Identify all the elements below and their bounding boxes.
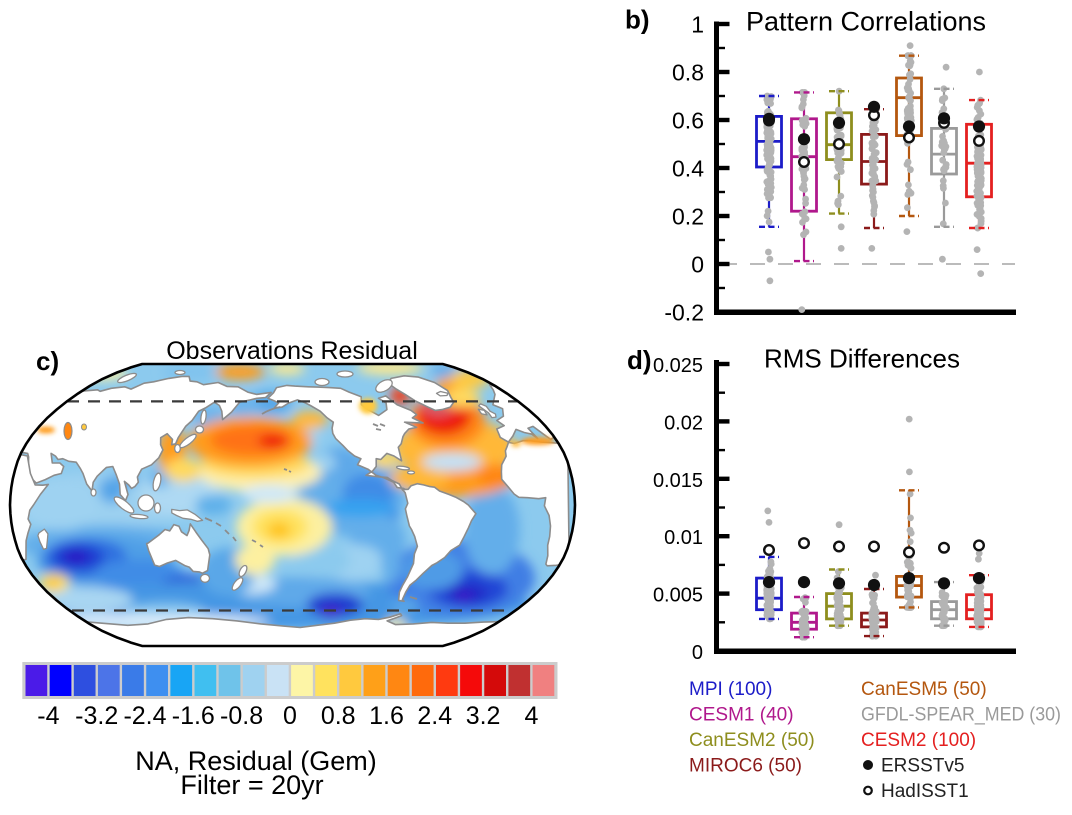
svg-text:GFDL-SPEAR_MED (30): GFDL-SPEAR_MED (30)	[861, 705, 1061, 726]
svg-text:0: 0	[691, 252, 704, 278]
svg-text:CESM1 (40): CESM1 (40)	[689, 705, 794, 726]
svg-text:3.2: 3.2	[466, 702, 501, 730]
svg-text:0.8: 0.8	[321, 702, 356, 730]
svg-text:0.025: 0.025	[653, 355, 703, 377]
svg-text:1.6: 1.6	[369, 702, 404, 730]
svg-text:0.4: 0.4	[672, 156, 704, 182]
svg-text:HadISST1: HadISST1	[881, 781, 969, 802]
svg-text:0.02: 0.02	[664, 412, 703, 434]
svg-text:0.01: 0.01	[664, 527, 703, 549]
svg-text:CanESM2 (50): CanESM2 (50)	[689, 730, 815, 751]
svg-text:Filter = 20yr: Filter = 20yr	[180, 770, 323, 800]
svg-text:0.6: 0.6	[672, 108, 704, 134]
svg-text:0: 0	[692, 642, 703, 664]
svg-text:b): b)	[625, 5, 650, 35]
svg-text:c): c)	[36, 346, 59, 376]
svg-text:0.2: 0.2	[672, 204, 704, 230]
svg-text:0.8: 0.8	[672, 60, 704, 86]
svg-text:CESM2 (100): CESM2 (100)	[861, 730, 976, 751]
svg-text:-0.8: -0.8	[220, 702, 263, 730]
svg-text:Observations Residual: Observations Residual	[166, 337, 418, 365]
svg-text:0.015: 0.015	[653, 470, 703, 492]
svg-text:NA, Residual (Gem): NA, Residual (Gem)	[135, 746, 377, 776]
svg-text:d): d)	[627, 345, 652, 375]
svg-text:RMS Differences: RMS Differences	[764, 344, 960, 374]
svg-text:MIROC6 (50): MIROC6 (50)	[689, 756, 802, 777]
svg-text:-0.2: -0.2	[664, 300, 704, 326]
svg-text:0: 0	[283, 702, 297, 730]
svg-text:CanESM5 (50): CanESM5 (50)	[861, 679, 987, 700]
svg-text:2.4: 2.4	[417, 702, 452, 730]
svg-text:-1.6: -1.6	[172, 702, 215, 730]
svg-text:0.005: 0.005	[653, 585, 703, 607]
svg-text:-2.4: -2.4	[123, 702, 166, 730]
svg-text:-4: -4	[37, 702, 59, 730]
svg-text:1: 1	[691, 12, 704, 38]
svg-text:ERSSTv5: ERSSTv5	[881, 756, 964, 777]
svg-text:Pattern Correlations: Pattern Correlations	[746, 7, 986, 37]
svg-text:MPI (100): MPI (100)	[689, 679, 772, 700]
svg-text:-3.2: -3.2	[75, 702, 118, 730]
svg-text:4: 4	[524, 702, 538, 730]
